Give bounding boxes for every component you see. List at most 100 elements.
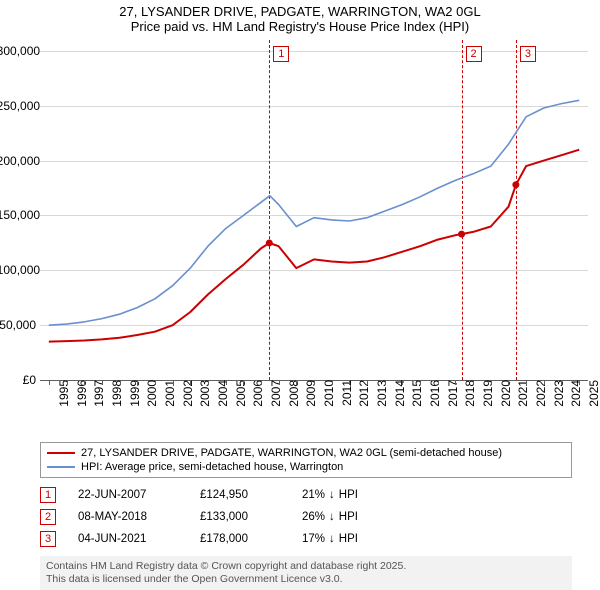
x-tick [526, 380, 527, 385]
legend-swatch [47, 466, 75, 468]
x-tick-label: 1997 [88, 380, 106, 407]
x-tick [296, 380, 297, 385]
sales-price: £124,950 [200, 489, 280, 501]
sales-date: 08-MAY-2018 [78, 511, 178, 523]
title-block: 27, LYSANDER DRIVE, PADGATE, WARRINGTON,… [0, 0, 600, 36]
chart-container: 27, LYSANDER DRIVE, PADGATE, WARRINGTON,… [0, 0, 600, 590]
x-tick [84, 380, 85, 385]
x-tick [561, 380, 562, 385]
x-tick [102, 380, 103, 385]
y-tick-label: £300,000 [0, 44, 40, 58]
legend-label: HPI: Average price, semi-detached house,… [81, 461, 343, 473]
sales-marker: 1 [40, 487, 56, 503]
x-tick [367, 380, 368, 385]
x-tick [349, 380, 350, 385]
sales-row: 208-MAY-2018£133,00026%↓HPI [40, 506, 572, 528]
x-tick [579, 380, 580, 385]
x-tick [420, 380, 421, 385]
sales-diff-suffix: HPI [339, 533, 358, 545]
chart-area: £0 £50,000 £100,000 £150,000 £200,000 £250,00… [0, 36, 600, 438]
x-tick-label: 2019 [477, 380, 495, 407]
x-tick-label: 2002 [177, 380, 195, 407]
series-price_paid [49, 150, 579, 342]
x-tick-label: 2006 [247, 380, 265, 407]
y-tick-label: £200,000 [0, 154, 40, 168]
x-tick [402, 380, 403, 385]
x-tick-label: 2012 [353, 380, 371, 407]
sales-row: 1 22-JUN-2007 £124,950 21% ↓ HPI [40, 484, 572, 506]
sale-dot [512, 181, 519, 188]
series-hpi [49, 100, 579, 325]
x-tick [261, 380, 262, 385]
plot-region: £0£50,000£100,000£150,000£200,000£250,00… [40, 40, 588, 380]
x-tick [208, 380, 209, 385]
x-tick-label: 2011 [336, 380, 354, 406]
x-tick-label: 2020 [495, 380, 513, 407]
x-tick-label: 2021 [512, 380, 530, 407]
sales-diff-suffix: HPI [339, 489, 358, 501]
y-tick-label: £250,000 [0, 99, 40, 113]
x-tick-label: 2017 [442, 380, 460, 407]
x-tick [508, 380, 509, 385]
sales-diff: 26%↓HPI [302, 511, 358, 523]
y-tick-label: £0 [0, 373, 40, 387]
x-tick [455, 380, 456, 385]
y-tick-label: £50,000 [0, 318, 40, 332]
disclaimer-line2: This data is licensed under the Open Gov… [46, 573, 566, 586]
legend: 27, LYSANDER DRIVE, PADGATE, WARRINGTON,… [40, 442, 572, 478]
x-tick [438, 380, 439, 385]
sales-date: 04-JUN-2021 [78, 533, 178, 545]
x-tick-label: 2005 [230, 380, 248, 407]
x-tick-label: 2004 [212, 380, 230, 407]
x-tick-label: 2009 [300, 380, 318, 407]
sales-diff: 17%↓HPI [302, 533, 358, 545]
sales-price: £133,000 [200, 511, 280, 523]
x-tick-label: 2025 [583, 380, 600, 407]
x-tick-label: 2013 [371, 380, 389, 407]
x-tick-label: 1999 [124, 380, 142, 407]
x-tick [137, 380, 138, 385]
disclaimer-line1: Contains HM Land Registry data © Crown c… [46, 560, 566, 573]
title-line1: 27, LYSANDER DRIVE, PADGATE, WARRINGTON,… [0, 4, 600, 19]
sale-dot [266, 239, 273, 246]
x-tick-label: 2024 [565, 380, 583, 407]
x-tick-label: 2010 [318, 380, 336, 407]
x-tick-label: 1995 [53, 380, 71, 407]
x-tick-label: 2008 [283, 380, 301, 407]
x-tick [190, 380, 191, 385]
down-arrow-icon: ↓ [329, 489, 335, 501]
x-tick-label: 1996 [71, 380, 89, 407]
x-tick-label: 2001 [159, 380, 177, 407]
x-tick [473, 380, 474, 385]
disclaimer: Contains HM Land Registry data © Crown c… [40, 556, 572, 590]
sales-date: 22-JUN-2007 [78, 489, 178, 501]
x-tick [332, 380, 333, 385]
x-tick-label: 2014 [389, 380, 407, 407]
x-tick [67, 380, 68, 385]
sales-price: £178,000 [200, 533, 280, 545]
sales-marker: 2 [40, 509, 56, 525]
y-tick-label: £150,000 [0, 208, 40, 222]
sales-diff: 21% ↓ HPI [302, 489, 358, 501]
legend-swatch [47, 452, 75, 454]
sales-diff-pct: 17% [302, 533, 325, 545]
x-tick-label: 2018 [459, 380, 477, 407]
x-tick-label: 2016 [424, 380, 442, 407]
sales-diff-pct: 26% [302, 511, 325, 523]
x-tick-label: 2023 [548, 380, 566, 407]
sales-table: 1 22-JUN-2007 £124,950 21% ↓ HPI 2 08-MAY-2018 £… [40, 484, 572, 550]
x-tick [279, 380, 280, 385]
x-tick [385, 380, 386, 385]
x-tick [544, 380, 545, 385]
x-tick [120, 380, 121, 385]
legend-label: 27, LYSANDER DRIVE, PADGATE, WARRINGTON,… [81, 447, 502, 459]
y-tick-label: £100,000 [0, 263, 40, 277]
down-arrow-icon: ↓ [329, 511, 335, 523]
x-tick [314, 380, 315, 385]
x-tick-label: 1998 [106, 380, 124, 407]
x-tick [226, 380, 227, 385]
x-tick [243, 380, 244, 385]
legend-row: HPI: Average price, semi-detached house,… [47, 460, 565, 474]
x-tick [49, 380, 50, 385]
sales-diff-pct: 21% [302, 489, 325, 501]
